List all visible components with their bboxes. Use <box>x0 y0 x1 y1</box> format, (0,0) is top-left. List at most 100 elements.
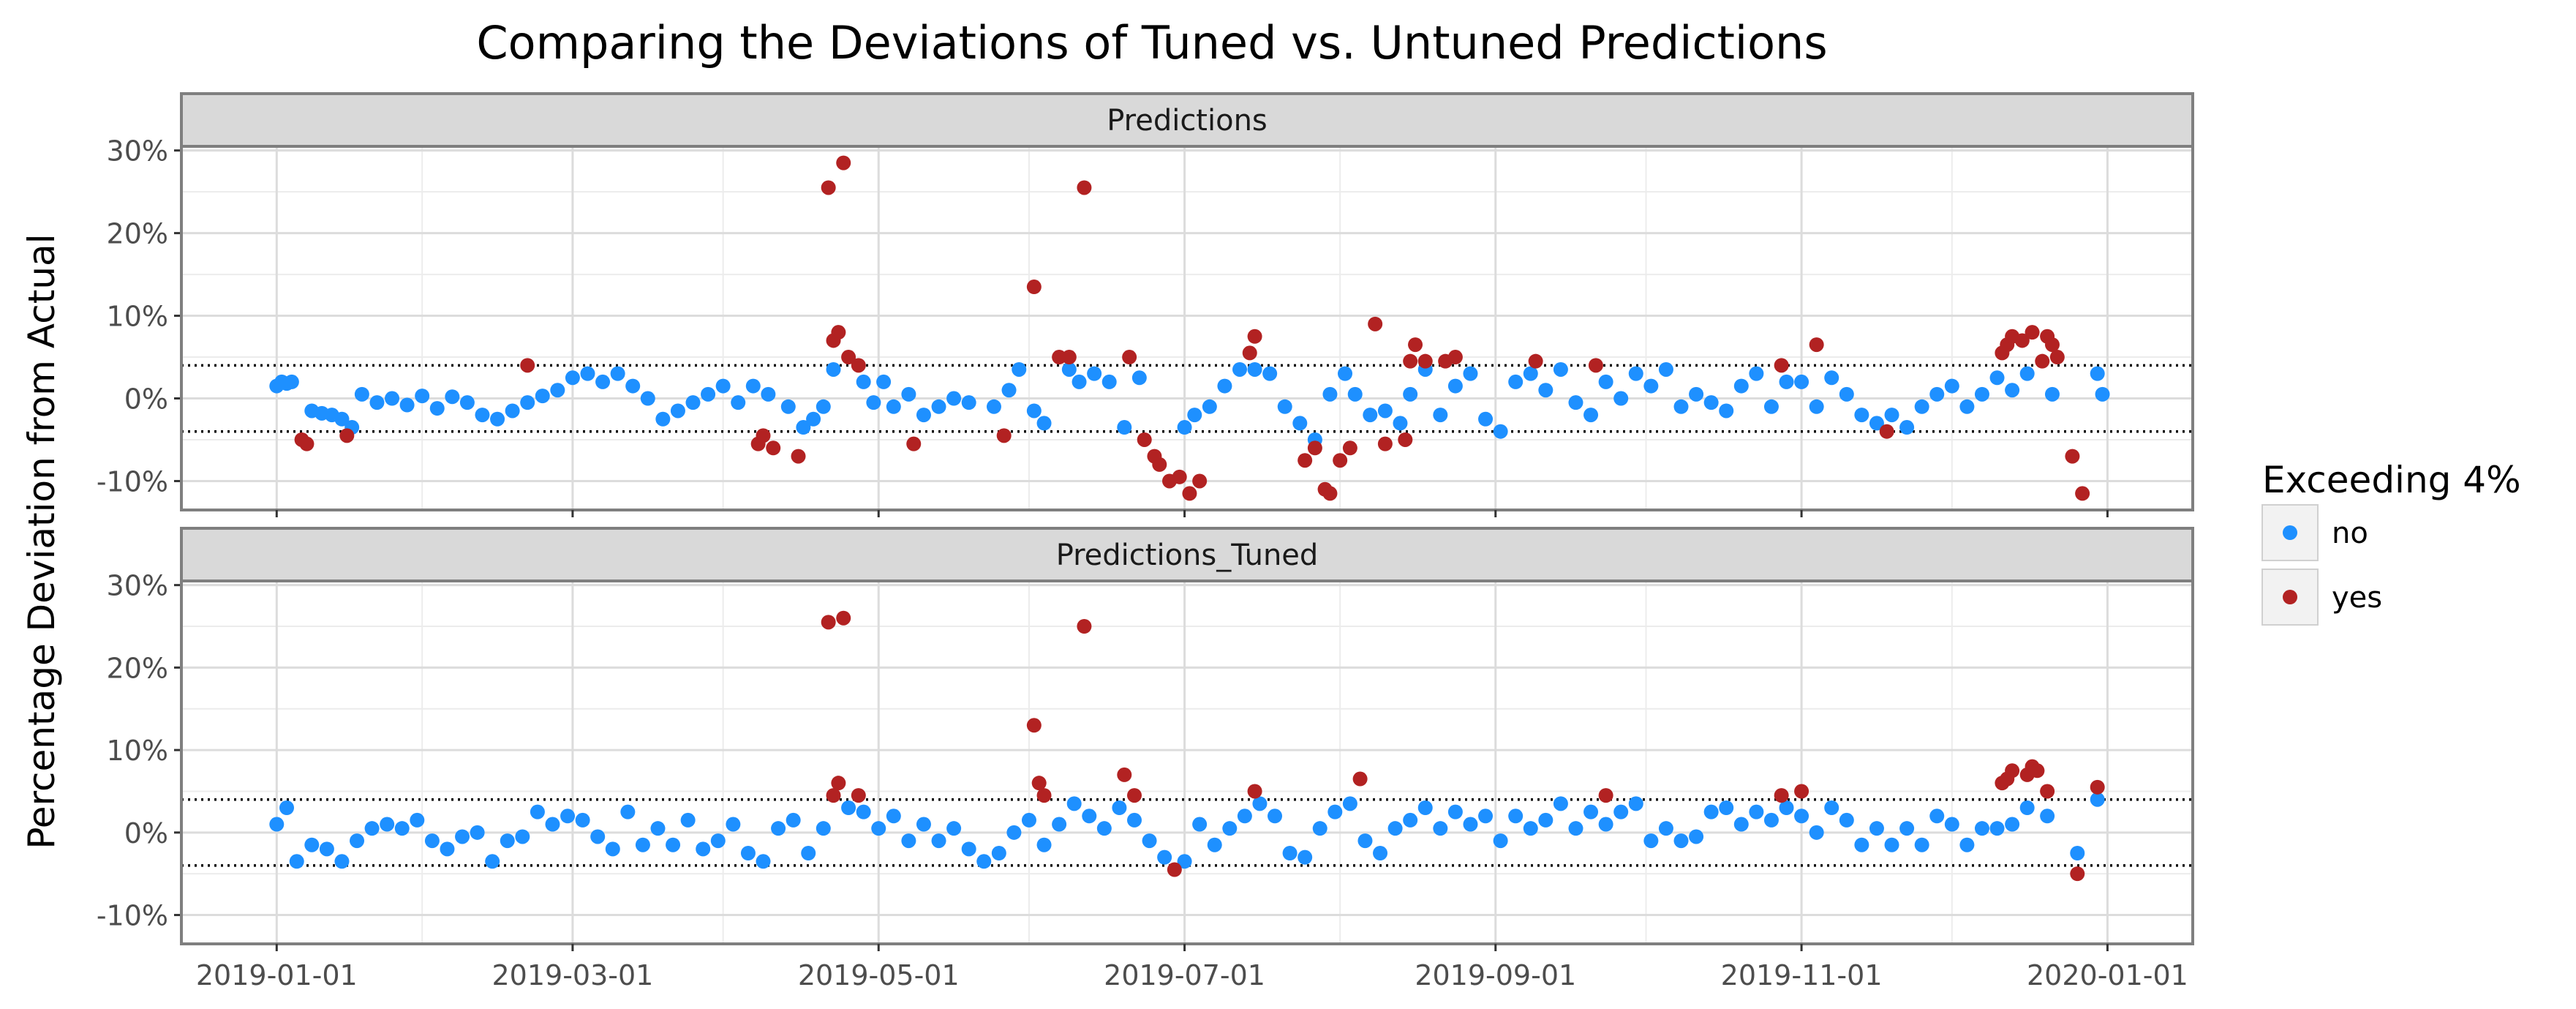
point-no <box>610 366 625 381</box>
point-yes <box>1809 337 1824 353</box>
point-no <box>369 395 385 410</box>
point-no <box>2019 800 2035 815</box>
point-yes <box>1377 436 1393 451</box>
point-no <box>1393 416 1408 431</box>
point-no <box>976 854 992 869</box>
point-no <box>1658 361 1673 377</box>
point-no <box>1884 408 1899 423</box>
point-no <box>666 837 681 852</box>
point-no <box>886 809 901 824</box>
point-no <box>530 804 545 819</box>
point-yes <box>851 358 866 373</box>
legend-label-yes: yes <box>2332 581 2382 615</box>
point-no <box>1689 829 1704 844</box>
point-yes <box>1879 424 1894 439</box>
point-no <box>1628 796 1643 811</box>
point-no <box>1072 374 1087 389</box>
point-yes <box>2030 763 2045 779</box>
point-no <box>535 389 550 404</box>
point-no <box>780 399 796 414</box>
point-no <box>354 386 369 402</box>
point-no <box>1192 817 1208 832</box>
point-no <box>745 378 761 394</box>
point-no <box>1373 846 1388 860</box>
y-tick-label: 30% <box>107 135 168 168</box>
point-no <box>1036 416 1052 431</box>
point-no <box>1538 812 1553 828</box>
point-no <box>640 391 655 406</box>
point-no <box>1387 821 1403 836</box>
point-no <box>415 389 430 404</box>
point-no <box>520 395 535 410</box>
point-no <box>796 420 811 435</box>
point-no <box>696 841 711 857</box>
point-no <box>816 821 831 836</box>
point-no <box>1673 399 1689 414</box>
point-no <box>385 391 400 406</box>
point-yes <box>1298 453 1313 468</box>
y-tick-label: -10% <box>97 465 168 498</box>
point-yes <box>831 325 846 340</box>
point-no <box>1463 817 1478 832</box>
point-yes <box>841 350 856 365</box>
point-no <box>801 846 816 860</box>
point-no <box>334 411 350 427</box>
point-yes <box>906 436 922 451</box>
point-yes <box>1182 486 1197 501</box>
point-no <box>1598 374 1613 389</box>
point-no <box>1342 796 1357 811</box>
point-yes <box>1307 440 1322 456</box>
point-no <box>1478 411 1494 427</box>
point-no <box>655 411 671 427</box>
point-yes <box>1031 776 1047 791</box>
point-no <box>620 804 636 819</box>
point-yes <box>1036 788 1052 803</box>
strip-label: Predictions_Tuned <box>1056 539 1319 572</box>
point-no <box>500 833 515 849</box>
point-no <box>740 846 756 860</box>
point-no <box>826 361 841 377</box>
point-no <box>560 809 576 824</box>
point-no <box>1312 821 1327 836</box>
point-yes <box>821 180 836 195</box>
point-no <box>946 821 962 836</box>
point-no <box>380 817 395 832</box>
point-no <box>1719 800 1734 815</box>
point-no <box>931 399 946 414</box>
point-no <box>595 374 611 389</box>
point-no <box>1142 833 1157 849</box>
point-no <box>961 395 976 410</box>
point-no <box>1298 849 1313 865</box>
point-no <box>505 403 520 419</box>
point-no <box>1417 800 1433 815</box>
point-yes <box>2025 325 2040 340</box>
point-no <box>931 833 946 849</box>
point-yes <box>1077 180 1092 195</box>
point-no <box>1839 386 1854 402</box>
point-no <box>1237 809 1252 824</box>
point-yes <box>2005 763 2020 779</box>
point-no <box>901 833 916 849</box>
point-no <box>2090 792 2105 807</box>
point-no <box>1839 812 1854 828</box>
point-no <box>1052 817 1067 832</box>
point-no <box>1914 837 1929 852</box>
point-no <box>1944 817 1959 832</box>
point-no <box>1749 366 1764 381</box>
point-no <box>1508 809 1524 824</box>
point-no <box>886 399 901 414</box>
panels-layer: -10% 0% 10% 20% 30% Predictions -10% 0% 10% 20% 30… <box>97 92 2194 991</box>
point-no <box>364 821 380 836</box>
point-no <box>1763 812 1779 828</box>
x-tick-label: 2019-07-01 <box>1104 959 1265 991</box>
point-no <box>1929 386 1945 402</box>
y-tick-label: 20% <box>107 218 168 250</box>
point-no <box>1177 854 1192 869</box>
point-no <box>1643 378 1659 394</box>
chart-title: Comparing the Deviations of Tuned vs. Un… <box>476 16 1827 70</box>
point-no <box>289 854 304 869</box>
point-no <box>1463 366 1478 381</box>
point-no <box>1583 804 1599 819</box>
point-yes <box>1398 432 1413 447</box>
